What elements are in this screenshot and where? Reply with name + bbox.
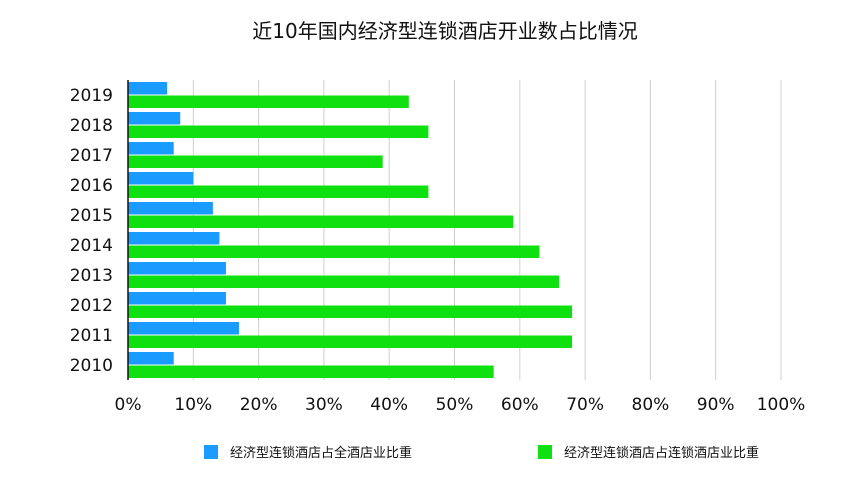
x-tick-label: 50%	[436, 395, 474, 415]
chart-title: 近10年国内经济型连锁酒店开业数占比情况	[252, 19, 637, 43]
x-axis-tick-labels: 0% 10% 20% 30% 40% 50% 60% 70% 80% 90% 100%	[115, 395, 806, 415]
legend: 经济型连锁酒店占全酒店业比重 经济型连锁酒店占连锁酒店业比重	[204, 445, 759, 461]
bar-series-2	[128, 215, 514, 228]
bar-series-1	[128, 322, 240, 335]
x-tick-label: 10%	[174, 395, 212, 415]
y-tick-label: 2012	[70, 296, 113, 316]
y-tick-label: 2019	[70, 86, 113, 106]
bar-series-2	[128, 185, 429, 198]
bar-series-2	[128, 305, 573, 318]
bars	[128, 82, 573, 378]
bar-series-2	[128, 275, 559, 288]
legend-swatch	[538, 445, 552, 459]
bar-series-1	[128, 112, 181, 125]
x-tick-label: 70%	[566, 395, 604, 415]
x-tick-label: 60%	[501, 395, 539, 415]
bar-series-1	[128, 82, 168, 95]
x-tick-label: 90%	[697, 395, 735, 415]
legend-label: 经济型连锁酒店占全酒店业比重	[230, 445, 412, 461]
y-tick-label: 2014	[70, 236, 113, 256]
bar-series-1	[128, 172, 194, 185]
legend-swatch	[204, 445, 218, 459]
x-tick-label: 0%	[115, 395, 142, 415]
bar-series-1	[128, 232, 220, 245]
y-tick-label: 2015	[70, 206, 113, 226]
legend-label: 经济型连锁酒店占连锁酒店业比重	[564, 445, 759, 461]
bar-series-1	[128, 202, 213, 215]
y-tick-label: 2017	[70, 146, 113, 166]
x-tick-label: 80%	[632, 395, 670, 415]
y-tick-label: 2013	[70, 266, 113, 286]
y-axis-tick-labels: 2019 2018 2017 2016 2015 2014 2013 2012 2011 2010	[70, 86, 113, 376]
grid-lines	[192, 80, 782, 380]
x-tick-label: 20%	[240, 395, 278, 415]
y-tick-label: 2011	[70, 326, 113, 346]
x-tick-label: 100%	[757, 395, 806, 415]
y-tick-label: 2018	[70, 116, 113, 136]
bar-series-1	[128, 262, 226, 275]
bar-series-1	[128, 352, 174, 365]
bar-series-2	[128, 365, 494, 378]
y-tick-label: 2010	[70, 356, 113, 376]
bar-series-1	[128, 142, 174, 155]
bar-series-1	[128, 292, 226, 305]
bar-series-2	[128, 155, 383, 168]
bar-series-2	[128, 245, 540, 258]
bar-series-2	[128, 125, 429, 138]
x-tick-label: 30%	[305, 395, 343, 415]
bar-series-2	[128, 335, 573, 348]
x-tick-label: 40%	[370, 395, 408, 415]
bar-series-2	[128, 95, 409, 108]
y-tick-label: 2016	[70, 176, 113, 196]
